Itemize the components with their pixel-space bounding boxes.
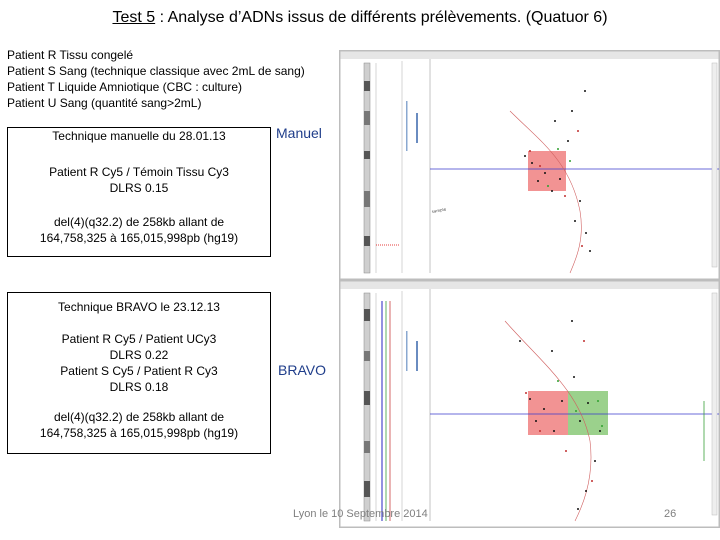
manual-deletion-line1: del(4)(q32.2) de 258kb allant de <box>53 215 225 229</box>
bravo-comparison-1: Patient R Cy5 / Patient UCy3 <box>61 332 217 346</box>
manual-dlrs: DLRS 0.15 <box>109 181 169 195</box>
acgh-profile-scan-icon: sample <box>340 51 719 279</box>
page-number: 26 <box>664 508 677 520</box>
manual-deletion-line2: 164,758,325 à 165,015,998pb (hg19) <box>39 231 239 245</box>
bravo-comparison-2: Patient S Cy5 / Patient R Cy3 <box>60 364 218 378</box>
patient-u: Patient U Sang (quantité sang>2mL) <box>7 96 202 110</box>
patient-list: Patient R Tissu congelé Patient S Sang (… <box>7 47 305 111</box>
patient-t: Patient T Liquide Amniotique (CBC : cult… <box>7 80 243 94</box>
bravo-label: BRAVO <box>278 362 326 378</box>
bravo-technique-date: Technique BRAVO le 23.12.13 <box>58 300 220 314</box>
bravo-acgh-scan <box>339 280 720 528</box>
patient-r: Patient R Tissu congelé <box>7 48 134 62</box>
bravo-deletion-line2: 164,758,325 à 165,015,998pb (hg19) <box>39 426 239 440</box>
slide-title: Test 5 : Analyse d’ADNs issus de différe… <box>0 9 720 27</box>
bravo-technique-box: Technique BRAVO le 23.12.13 Patient R Cy… <box>7 292 271 454</box>
bravo-dlrs-2: DLRS 0.18 <box>109 380 169 394</box>
svg-text:sample: sample <box>431 206 447 214</box>
manual-label: Manuel <box>276 125 322 141</box>
footer-location-date: Lyon le 10 Septembre 2014 <box>293 508 428 520</box>
manual-comparison: Patient R Cy5 / Témoin Tissu Cy3 <box>49 165 229 179</box>
manual-acgh-scan: sample <box>339 50 720 280</box>
manual-technique-box: Technique manuelle du 28.01.13 Patient R… <box>7 127 271 257</box>
acgh-profile-scan-icon <box>340 281 719 527</box>
patient-s: Patient S Sang (technique classique avec… <box>7 64 305 78</box>
manual-technique-date: Technique manuelle du 28.01.13 <box>52 129 226 143</box>
title-text: : Analyse d’ADNs issus de différents pré… <box>155 9 608 26</box>
bravo-dlrs-1: DLRS 0.22 <box>109 348 169 362</box>
title-test-number: Test 5 <box>112 9 156 26</box>
bravo-deletion-line1: del(4)(q32.2) de 258kb allant de <box>53 410 225 424</box>
